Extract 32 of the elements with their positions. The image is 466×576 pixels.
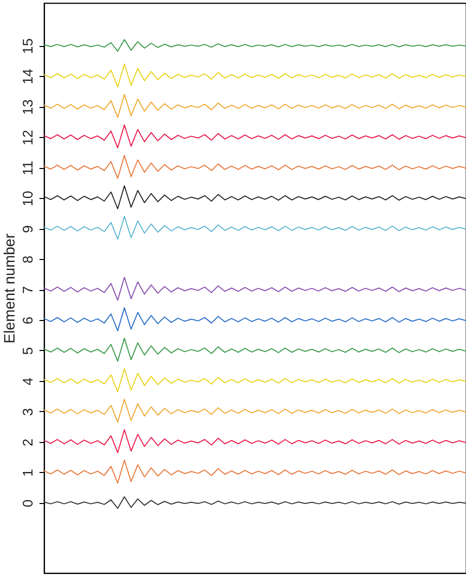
y-tick-label: 15 <box>20 38 36 54</box>
y-tick-label: 13 <box>20 99 36 115</box>
y-axis-title: Element number <box>2 233 18 344</box>
y-tick-label: 10 <box>20 190 36 206</box>
line-series <box>44 398 466 423</box>
line-series <box>44 185 466 210</box>
y-tick-label: 4 <box>20 377 36 386</box>
line-series <box>44 39 466 52</box>
line-series <box>44 94 466 118</box>
line-series <box>44 338 466 362</box>
y-tick-label: 9 <box>20 224 36 233</box>
line-series <box>44 154 466 179</box>
y-tick-label: 3 <box>20 408 36 416</box>
y-tick-label: 8 <box>20 255 36 264</box>
y-tick-label: 14 <box>20 68 36 84</box>
y-tick-label: 0 <box>20 499 36 508</box>
line-series <box>44 460 466 484</box>
y-tick-label: 12 <box>20 130 36 146</box>
line-series <box>44 63 466 88</box>
y-tick-label: 6 <box>20 316 36 324</box>
line-series <box>44 124 466 148</box>
line-series <box>44 307 466 332</box>
line-series <box>44 429 466 454</box>
line-series <box>44 216 466 240</box>
y-tick-label: 2 <box>20 438 36 446</box>
y-tick-label: 7 <box>20 286 36 294</box>
line-series <box>44 496 466 509</box>
line-series <box>44 368 466 392</box>
y-tick-label: 11 <box>20 160 36 176</box>
line-series <box>44 276 466 301</box>
y-tick-label: 1 <box>20 468 36 477</box>
y-tick-label: 5 <box>20 346 36 355</box>
